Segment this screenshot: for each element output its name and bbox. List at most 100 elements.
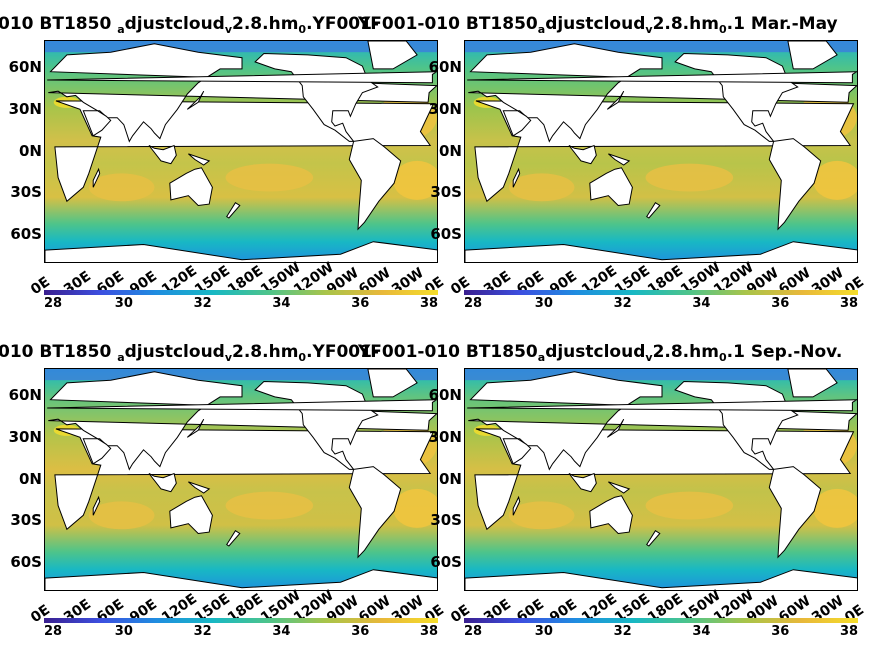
colorbar-tick-label: 28	[464, 624, 483, 639]
salinity-map	[45, 369, 437, 590]
lat-label: 60N	[428, 385, 462, 404]
map-panel-djf	[44, 40, 438, 263]
colorbar-bottom-right	[464, 618, 858, 623]
land-mass	[589, 167, 633, 207]
lat-label: 60N	[8, 57, 42, 76]
lat-label: 30N	[428, 99, 462, 118]
land-mass	[646, 202, 661, 219]
land-mass	[568, 472, 597, 493]
colorbar-tick-label: 28	[44, 296, 63, 311]
land-mass	[467, 399, 857, 412]
lat-label: 30N	[8, 427, 42, 446]
panel-title-top-right: YF001-010 BT1850adjustcloudv2.8.hm0.1 Ma…	[358, 14, 838, 36]
land-mass	[367, 369, 418, 398]
land-mass	[468, 371, 857, 471]
lat-label: 30S	[430, 511, 462, 530]
colorbar-tick-label: 32	[613, 624, 632, 639]
land-mass	[226, 202, 241, 219]
land-mass	[148, 144, 177, 165]
colorbar-tick-label: 28	[44, 624, 63, 639]
colorbar-tick-label: 36	[771, 624, 790, 639]
arctic-fresh-band	[45, 41, 437, 53]
land-mass	[606, 90, 625, 110]
land-mass	[367, 41, 418, 70]
lat-label: 60S	[430, 553, 462, 572]
land-mass	[148, 472, 177, 493]
land-mass	[226, 530, 241, 547]
land-mass	[787, 369, 838, 398]
colorbar-tick-label: 30	[534, 624, 553, 639]
colorbar-tick-label: 30	[114, 624, 133, 639]
arctic-fresh-band	[465, 41, 857, 53]
lat-label: 0N	[439, 469, 462, 488]
colorbar-tick-label: 36	[351, 296, 370, 311]
land-mass	[348, 138, 402, 231]
salinity-maximum-region	[508, 501, 575, 530]
lat-label: 60N	[8, 385, 42, 404]
land-mass	[502, 438, 532, 465]
lat-label: 30N	[428, 427, 462, 446]
land-mass	[608, 481, 631, 494]
map-panel-mam	[464, 40, 858, 263]
lat-label: 30N	[8, 99, 42, 118]
colorbar-tick-label: 34	[272, 624, 291, 639]
land-mass	[48, 43, 437, 143]
panel-title-bottom-right: YF001-010 BT1850adjustcloudv2.8.hm0.1 Se…	[358, 342, 843, 364]
lat-label: 0N	[439, 141, 462, 160]
salinity-maximum-region	[393, 488, 437, 528]
land-mass	[92, 167, 101, 188]
lat-label: 60S	[10, 225, 42, 244]
land-mass	[186, 418, 205, 438]
lat-label: 30S	[430, 183, 462, 202]
lat-label: 0N	[19, 469, 42, 488]
land-mass	[47, 71, 437, 84]
lat-label: 60S	[430, 225, 462, 244]
land-mass	[188, 481, 211, 494]
land-mass	[48, 371, 437, 471]
salinity-map	[45, 41, 437, 262]
land-mass	[188, 153, 211, 166]
panel-title-top-left: 010 BT1850 adjustcloudv2.8.hm0.YF001-	[0, 14, 379, 36]
colorbar-tick-label: 28	[464, 296, 483, 311]
colorbar-tick-label: 34	[692, 624, 711, 639]
salinity-maximum-region	[813, 160, 857, 200]
land-mass	[348, 466, 402, 559]
arctic-fresh-band	[45, 369, 437, 381]
colorbar-tick-label: 34	[272, 296, 291, 311]
map-panel-jja	[44, 368, 438, 591]
land-mass	[608, 153, 631, 166]
colorbar-top-right	[464, 290, 858, 295]
salinity-map	[465, 41, 857, 262]
land-mass	[467, 71, 857, 84]
land-mass	[589, 495, 633, 535]
land-mass	[45, 241, 437, 262]
colorbar-tick-label: 38	[840, 296, 859, 311]
colorbar-tick-label: 30	[114, 296, 133, 311]
colorbar-tick-label: 38	[840, 624, 859, 639]
lat-label: 60S	[10, 553, 42, 572]
salinity-map	[465, 369, 857, 590]
land-mass	[787, 41, 838, 70]
colorbar-tick-label: 36	[771, 296, 790, 311]
salinity-maximum-region	[88, 501, 155, 530]
land-mass	[568, 144, 597, 165]
salinity-maximum-region	[645, 163, 734, 192]
map-panel-son	[464, 368, 858, 591]
panel-title-bottom-left: 010 BT1850 adjustcloudv2.8.hm0.YF001-	[0, 342, 379, 364]
land-mass	[82, 110, 112, 137]
lat-label: 60N	[428, 57, 462, 76]
colorbar-bottom-left	[44, 618, 438, 623]
lat-label: 30S	[10, 183, 42, 202]
colorbar-tick-label: 34	[692, 296, 711, 311]
land-mass	[468, 43, 857, 143]
land-mass	[512, 167, 521, 188]
arctic-fresh-band	[465, 369, 857, 381]
colorbar-tick-label: 30	[534, 296, 553, 311]
land-mass	[502, 110, 532, 137]
colorbar-tick-label: 36	[351, 624, 370, 639]
colorbar-tick-label: 32	[193, 296, 212, 311]
land-mass	[47, 399, 437, 412]
colorbar-tick-label: 32	[613, 296, 632, 311]
salinity-maximum-region	[225, 163, 314, 192]
lat-label: 0N	[19, 141, 42, 160]
